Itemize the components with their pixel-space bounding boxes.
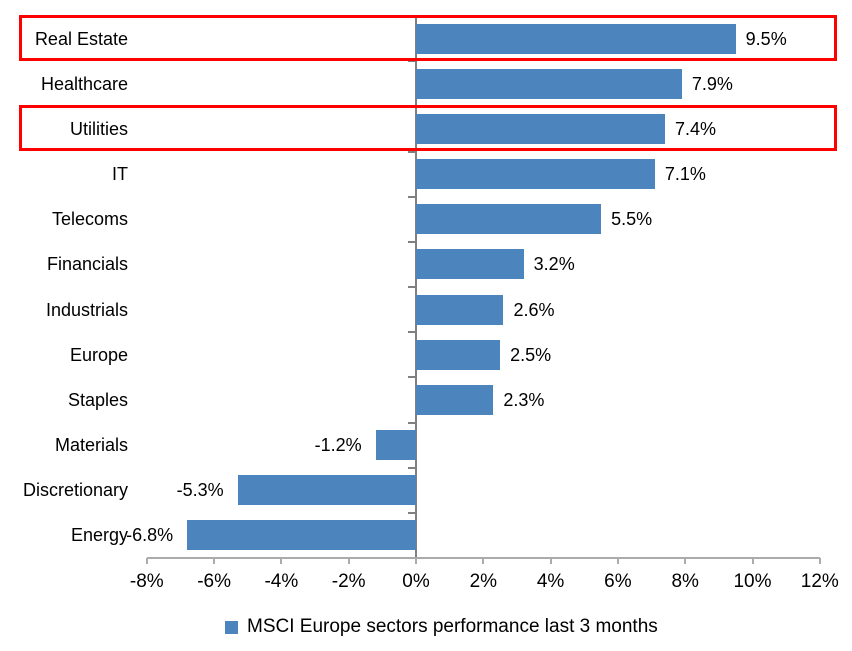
category-axis-tick — [408, 60, 415, 63]
category-label: Healthcare — [40, 73, 128, 94]
category-axis-tick — [408, 240, 415, 243]
category-label: Staples — [67, 389, 128, 410]
bar — [416, 23, 736, 54]
category-axis-tick — [408, 511, 415, 514]
bar — [416, 384, 494, 415]
category-label: Discretionary — [22, 480, 128, 501]
bar — [416, 249, 524, 280]
bar — [237, 475, 416, 506]
value-axis-tick — [145, 558, 148, 564]
highlight-box-utilities — [19, 105, 837, 152]
category-label: Energy — [70, 525, 128, 546]
bar — [187, 520, 416, 551]
bar — [416, 204, 602, 235]
value-label: 9.5% — [745, 28, 787, 49]
category-axis-tick — [408, 150, 415, 153]
value-axis-tick — [415, 558, 417, 564]
category-label: Real Estate — [34, 28, 128, 49]
highlight-box-real-estate — [19, 15, 837, 62]
value-axis-tick-label: -2% — [331, 571, 366, 592]
value-label: 3.2% — [533, 254, 575, 275]
value-axis-tick-label: 12% — [800, 571, 839, 592]
value-axis-tick-label: 2% — [469, 571, 498, 592]
value-axis-tick-label: 6% — [604, 571, 632, 592]
category-axis-tick — [408, 466, 415, 469]
value-axis-tick — [213, 558, 216, 564]
value-label: 2.6% — [513, 299, 555, 320]
category-label: Telecoms — [51, 209, 128, 230]
value-axis-tick-label: -8% — [129, 571, 164, 592]
value-label: 2.3% — [503, 389, 545, 410]
bar — [416, 339, 501, 370]
value-axis-tick — [280, 558, 283, 564]
value-axis-tick-label: 0% — [402, 571, 430, 592]
category-axis-tick — [408, 331, 415, 334]
category-label: Financials — [46, 254, 128, 275]
value-axis-tick — [616, 558, 619, 564]
category-label: Industrials — [45, 299, 128, 320]
value-axis-tick-label: -6% — [197, 571, 231, 592]
category-axis-tick — [408, 421, 415, 424]
value-label: 5.5% — [611, 209, 653, 230]
value-label: -1.2% — [314, 435, 362, 456]
value-label: -6.8% — [126, 525, 174, 546]
bar — [375, 430, 416, 461]
value-axis-tick-label: -4% — [264, 571, 299, 592]
value-label: 2.5% — [510, 344, 552, 365]
value-axis-tick-label: 8% — [671, 571, 699, 592]
value-axis-tick — [684, 558, 687, 564]
legend-label: MSCI Europe sectors performance last 3 m… — [247, 616, 658, 637]
category-axis-tick — [408, 286, 415, 288]
value-label: 7.9% — [691, 73, 733, 94]
legend-series-marker-icon — [225, 620, 238, 634]
value-label: 7.4% — [675, 118, 717, 139]
value-axis-tick — [347, 558, 350, 564]
category-label: IT — [112, 164, 128, 185]
category-label: Materials — [54, 435, 128, 456]
bar — [416, 159, 655, 190]
legend: MSCI Europe sectors performance last 3 m… — [225, 616, 658, 638]
category-label: Utilities — [69, 118, 128, 139]
category-label: Europe — [69, 344, 128, 365]
bar — [416, 68, 682, 99]
bar — [416, 113, 665, 144]
category-axis-tick — [408, 195, 415, 198]
value-axis-tick-label: 4% — [536, 571, 565, 592]
value-axis-tick — [549, 558, 552, 564]
value-label: -5.3% — [176, 480, 224, 501]
value-axis-tick — [482, 558, 485, 564]
value-axis-tick — [751, 558, 754, 564]
bar — [416, 294, 504, 325]
value-axis-tick-label: 10% — [733, 571, 772, 592]
value-axis-tick — [818, 558, 821, 564]
category-axis-tick — [408, 376, 415, 379]
category-axis-line — [415, 16, 417, 558]
value-label: 7.1% — [664, 164, 706, 185]
